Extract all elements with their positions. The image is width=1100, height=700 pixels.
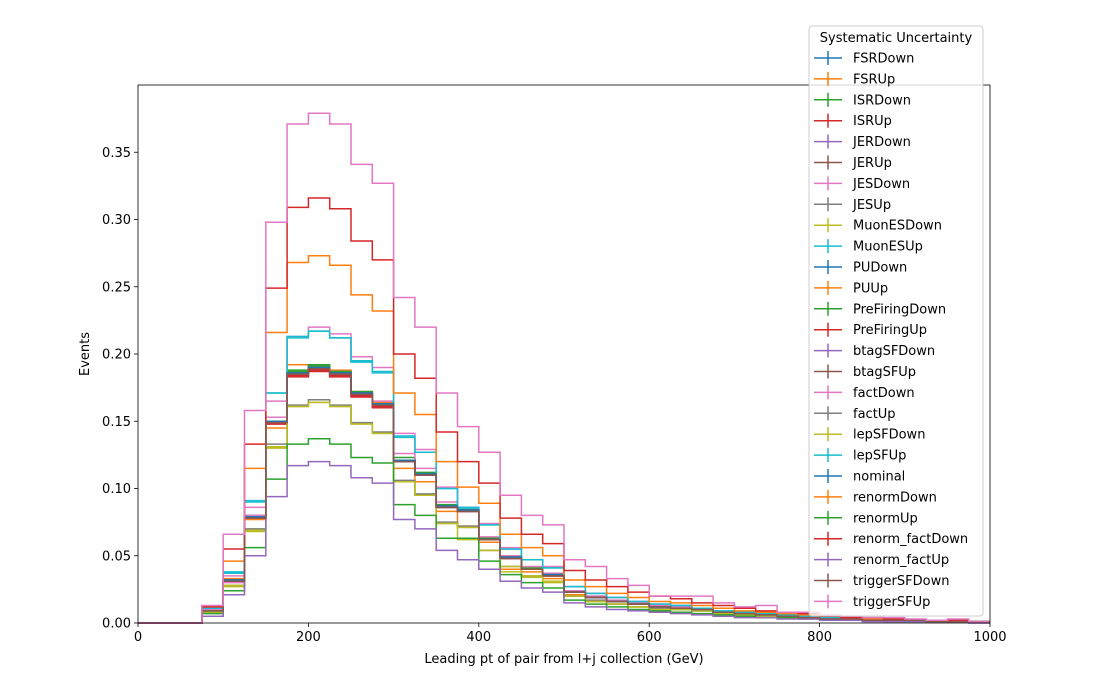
axes-layer: 0 200 400 600 800 1000 0.00 0.05 0.10 0.15 0.20 0.2…: [78, 84, 1007, 667]
legend-label: nominal: [853, 470, 905, 485]
legend-item-PUUp: PUUp: [814, 280, 888, 296]
y-tick-label: 0.25: [102, 280, 131, 295]
legend-item-JERDown: JERDown: [814, 134, 911, 150]
legend-label: FSRUp: [853, 72, 895, 87]
legend-title: Systematic Uncertainty: [820, 31, 973, 46]
x-tick-label: 600: [637, 630, 662, 645]
legend-item-btagSFDown: btagSFDown: [814, 343, 935, 359]
legend-item-JESUp: JESUp: [814, 197, 891, 213]
legend-item-PreFiringUp: PreFiringUp: [814, 322, 927, 338]
legend-label: ISRDown: [853, 93, 911, 108]
legend-item-renorm_factDown: renorm_factDown: [814, 531, 968, 547]
legend-item-ISRDown: ISRDown: [814, 92, 911, 108]
x-axis-label: Leading pt of pair from l+j collection (…: [424, 652, 703, 667]
legend-box: [808, 25, 984, 617]
x-tick-label: 200: [296, 630, 321, 645]
series-line-renorm_factUp: [138, 460, 990, 624]
legend-label: PUUp: [853, 281, 888, 296]
legend-label: triggerSFUp: [853, 595, 930, 610]
legend-label: ISRUp: [853, 114, 892, 129]
legend-item-PUDown: PUDown: [814, 260, 907, 276]
y-tick-label: 0.30: [102, 213, 131, 228]
legend-label: MuonESDown: [853, 219, 942, 234]
legend-label: JERUp: [852, 156, 892, 171]
legend-label: PUDown: [853, 261, 907, 276]
legend-label: JESUp: [852, 198, 891, 213]
series-line-triggerSFDown: [138, 368, 990, 624]
legend-item-btagSFUp: btagSFUp: [814, 364, 916, 380]
legend-label: factDown: [853, 386, 915, 401]
legend-label: lepSFUp: [853, 449, 906, 464]
legend-item-nominal: nominal: [814, 469, 905, 485]
y-tick-label: 0.05: [102, 549, 131, 564]
legend-item-triggerSFUp: triggerSFUp: [814, 594, 930, 610]
y-tick-label: 0.20: [102, 348, 131, 363]
legend-item-PreFiringDown: PreFiringDown: [814, 301, 946, 317]
y-tick-label: 0.10: [102, 482, 131, 497]
legend-label: btagSFUp: [853, 365, 916, 380]
legend-label: renormUp: [853, 511, 918, 526]
x-tick-label: 0: [134, 630, 142, 645]
legend: Systematic Uncertainty FSRDown FSRUp ISRDow…: [808, 25, 984, 617]
legend-item-JESDown: JESDown: [814, 176, 910, 192]
x-tick-label: 1000: [973, 630, 1006, 645]
legend-item-lepSFDown: lepSFDown: [814, 427, 925, 443]
x-tick-label: 400: [466, 630, 491, 645]
legend-label: triggerSFDown: [853, 574, 949, 589]
legend-label: renorm_factDown: [853, 532, 968, 547]
legend-label: btagSFDown: [853, 344, 935, 359]
x-tick-label: 800: [807, 630, 832, 645]
legend-label: PreFiringDown: [853, 302, 946, 317]
legend-item-triggerSFDown: triggerSFDown: [814, 573, 949, 589]
legend-item-lepSFUp: lepSFUp: [814, 448, 906, 464]
legend-item-renormUp: renormUp: [814, 510, 918, 526]
legend-label: FSRDown: [853, 52, 914, 67]
legend-label: renorm_factUp: [853, 553, 949, 568]
y-tick-label: 0.15: [102, 415, 131, 430]
legend-label: renormDown: [853, 490, 937, 505]
legend-item-factUp: factUp: [814, 406, 896, 422]
legend-item-MuonESUp: MuonESUp: [814, 239, 923, 255]
legend-label: MuonESUp: [853, 240, 923, 255]
legend-item-renormDown: renormDown: [814, 489, 937, 505]
legend-item-MuonESDown: MuonESDown: [814, 218, 942, 234]
y-axis-label: Events: [78, 332, 93, 376]
y-tick-label: 0.35: [102, 146, 131, 161]
legend-item-renorm_factUp: renorm_factUp: [814, 552, 949, 568]
legend-item-FSRDown: FSRDown: [814, 51, 914, 67]
legend-item-JERUp: JERUp: [814, 155, 892, 171]
legend-item-factDown: factDown: [814, 385, 915, 401]
legend-item-FSRUp: FSRUp: [814, 71, 895, 87]
legend-label: lepSFDown: [853, 428, 925, 443]
legend-label: PreFiringUp: [853, 323, 927, 338]
legend-label: factUp: [853, 407, 896, 422]
legend-item-ISRUp: ISRUp: [814, 113, 892, 129]
y-tick-label: 0.00: [102, 617, 131, 632]
legend-label: JERDown: [852, 135, 911, 150]
legend-label: JESDown: [852, 177, 910, 192]
